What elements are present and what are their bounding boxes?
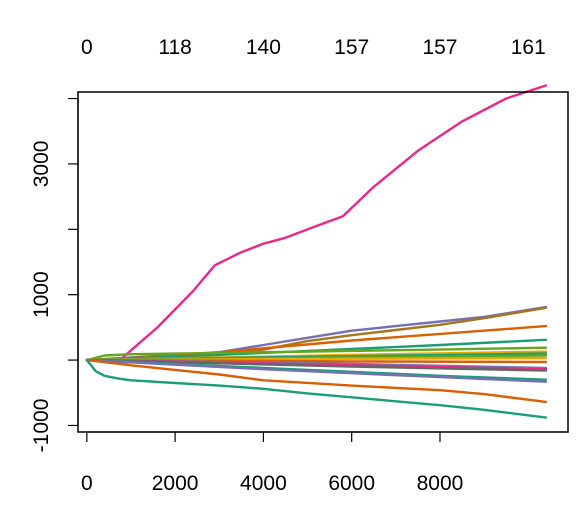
x-tick-label: 2000 bbox=[152, 472, 199, 495]
y-tick-label: -1000 bbox=[30, 399, 53, 453]
top-axis-label: 140 bbox=[246, 36, 281, 59]
series-line-17 bbox=[85, 358, 548, 404]
top-axis-label: 157 bbox=[422, 36, 457, 59]
x-tick-label: 4000 bbox=[240, 472, 287, 495]
y-tick-label: 3000 bbox=[30, 141, 53, 188]
y-axis: -1000 1000 3000 bbox=[30, 97, 79, 453]
top-axis-label: 161 bbox=[511, 36, 546, 59]
x-axis: 0 2000 4000 6000 8000 bbox=[81, 431, 464, 495]
series-line-16 bbox=[85, 358, 548, 383]
x-tick-label: 8000 bbox=[417, 472, 464, 495]
series-line-14 bbox=[85, 358, 548, 372]
top-axis-label: 157 bbox=[334, 36, 369, 59]
x-tick-label: 6000 bbox=[328, 472, 375, 495]
x-tick-label: 0 bbox=[81, 472, 93, 495]
series-lines bbox=[85, 84, 548, 419]
y-tick-label: 1000 bbox=[30, 271, 53, 318]
series-line-18 bbox=[85, 358, 548, 419]
top-axis: 0 118 140 157 157 161 bbox=[81, 36, 546, 59]
series-line-6 bbox=[85, 346, 548, 362]
top-axis-label: 118 bbox=[158, 36, 191, 59]
top-axis-label: 0 bbox=[81, 36, 93, 59]
series-line-1 bbox=[85, 84, 548, 362]
